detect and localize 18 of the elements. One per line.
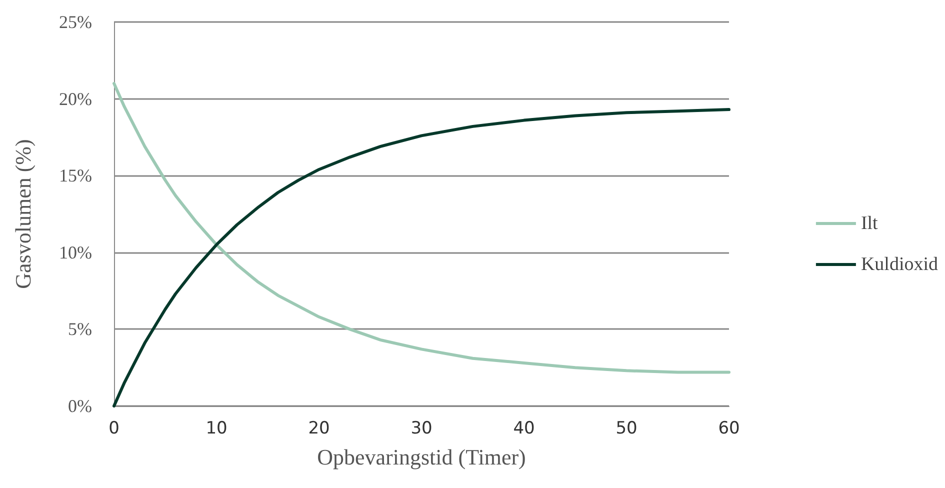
y-tick-label: 5% (68, 319, 92, 340)
x-tick-label: 50 (616, 418, 638, 438)
line-series (112, 82, 730, 374)
legend-label: Kuldioxid (860, 254, 938, 275)
y-tick-label: 10% (59, 242, 92, 262)
y-tick-label: 0% (68, 396, 92, 416)
x-tick-label: 30 (410, 418, 432, 438)
x-tick-label: 0 (108, 418, 120, 438)
x-tick-label: 10 (206, 418, 228, 438)
x-tick-label: 20 (308, 418, 330, 438)
legend-label: Ilt (860, 213, 879, 234)
x-tick-label: 60 (718, 418, 740, 438)
y-tick-label: 25% (59, 12, 92, 32)
y-tick-label: 20% (59, 88, 92, 109)
y-tick-label: 15% (59, 166, 92, 186)
x-axis-title: Opbevaringstid (Timer) (317, 444, 526, 470)
x-tick-label: 40 (513, 418, 535, 438)
y-axis-title: Gasvolumen (%) (10, 139, 36, 289)
